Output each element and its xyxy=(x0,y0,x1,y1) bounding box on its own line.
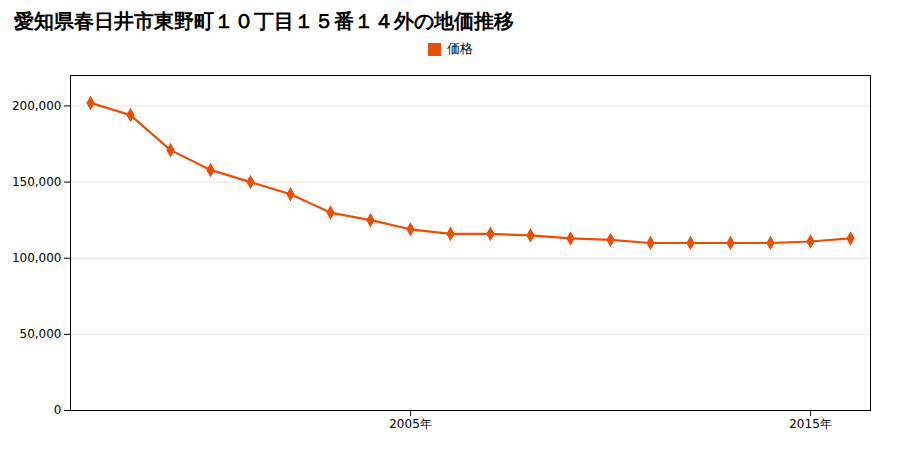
svg-text:200,000: 200,000 xyxy=(12,99,62,113)
svg-text:150,000: 150,000 xyxy=(12,175,62,189)
svg-text:100,000: 100,000 xyxy=(12,251,62,265)
html-text:愛知県春日井市東野町１０丁目１５番１４外の地価推移: 愛知県春日井市東野町１０丁目１５番１４外の地価推移 xyxy=(14,9,514,33)
svg-text:0: 0 xyxy=(54,403,62,417)
html-text:価格: 価格 xyxy=(446,41,473,56)
svg-text:2015年: 2015年 xyxy=(789,417,832,431)
svg-text:2005年: 2005年 xyxy=(389,417,432,431)
svg-text:50,000: 50,000 xyxy=(20,327,62,341)
